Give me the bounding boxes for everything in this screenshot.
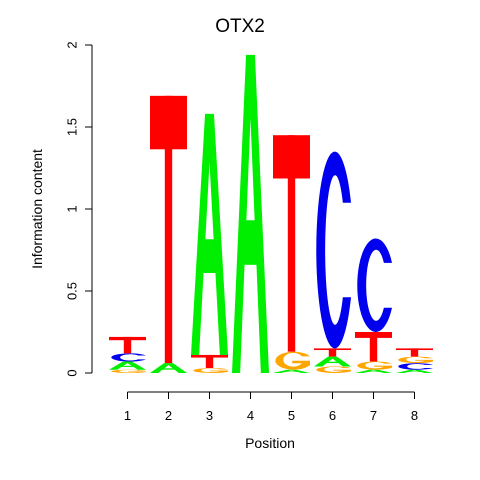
logo-letter-A-pos5-1	[273, 369, 310, 373]
logo-letter-C-pos8-2	[398, 363, 433, 370]
y-ticks: 0 0.5 1 1.5 2	[65, 41, 92, 377]
y-tick-label: 0.5	[65, 282, 80, 300]
x-tick-label: 8	[411, 408, 418, 423]
logo-letter-C-pos7-4	[357, 238, 392, 333]
logo-letter-T-pos5-3	[273, 135, 310, 352]
x-tick-label: 4	[247, 408, 254, 423]
logo-letter-G-pos7-2	[357, 361, 392, 370]
logo-letter-T-pos8-4	[396, 348, 433, 357]
logo-letter-A-pos4-1	[232, 54, 269, 374]
x-tick-label: 1	[124, 408, 131, 423]
x-tick-label: 3	[206, 408, 213, 423]
logo-letter-C-pos6-4	[316, 151, 351, 349]
logo-letter-A-pos3-3	[191, 113, 228, 355]
x-tick-label: 2	[165, 408, 172, 423]
logo-letter-A-pos6-2	[314, 356, 351, 367]
x-ticks: 1 2 3 4 5 6 7 8	[124, 392, 418, 423]
y-axis-label: Information content	[29, 149, 45, 269]
y-tick-label: 0	[65, 369, 80, 376]
chart-title: OTX2	[215, 16, 265, 37]
x-tick-label: 5	[288, 408, 295, 423]
logo-letter-G-pos8-3	[398, 356, 433, 364]
logo-letter-C-pos1-3	[111, 353, 146, 362]
logo-letter-T-pos1-4	[109, 336, 146, 354]
logo-letter-A-pos2-1	[150, 363, 187, 373]
logo-letter-G-pos6-1	[316, 366, 351, 373]
logo-letter-G-pos1-1	[111, 369, 146, 373]
logo-letter-G-pos5-2	[275, 351, 310, 370]
y-tick-label: 1.5	[65, 118, 80, 136]
logo-letter-T-pos6-3	[314, 348, 351, 357]
logo-letter-T-pos2-2	[150, 95, 187, 364]
y-tick-label: 1	[65, 205, 80, 212]
logo-letter-A-pos1-2	[109, 361, 146, 370]
logo-letter-T-pos7-3	[355, 332, 392, 362]
x-axis: 1 2 3 4 5 6 7 8	[124, 391, 418, 423]
logo-letter-A-pos8-1	[396, 369, 433, 373]
logo-letter-T-pos3-2	[191, 354, 228, 369]
logo-letters	[109, 54, 433, 374]
y-axis: 0 0.5 1 1.5 2	[65, 41, 93, 377]
x-axis-label: Position	[245, 435, 295, 451]
x-tick-label: 6	[329, 408, 336, 423]
y-tick-label: 2	[65, 41, 80, 48]
x-tick-label: 7	[370, 408, 377, 423]
logo-letter-A-pos7-1	[355, 369, 392, 373]
